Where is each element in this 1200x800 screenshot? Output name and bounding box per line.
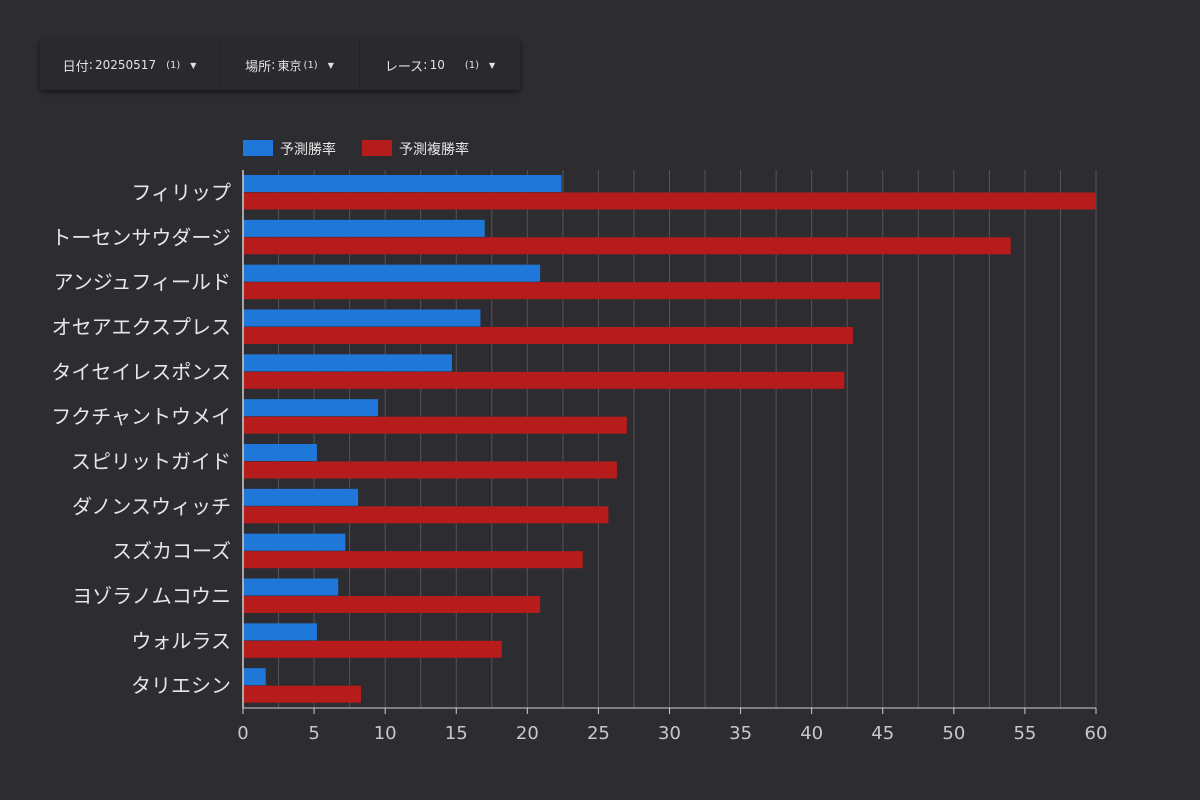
x-tick-label: 15	[445, 723, 468, 744]
category-label: ウォルラス	[131, 629, 231, 653]
place-rate-bar[interactable]	[243, 192, 1096, 210]
legend-label[interactable]: 予測勝率	[280, 141, 336, 158]
place-rate-bar[interactable]	[243, 685, 361, 703]
chevron-down-icon: ▼	[489, 60, 496, 70]
race-filter-value: 10	[429, 58, 445, 72]
race-filter[interactable]: レース: 10 (1) ▼	[384, 57, 496, 75]
win-rate-bar[interactable]	[243, 309, 481, 327]
x-tick-label: 45	[871, 723, 894, 744]
chevron-down-icon: ▼	[327, 60, 334, 70]
x-tick-label: 35	[729, 723, 752, 744]
category-label: スピリットガイド	[71, 449, 231, 473]
place-rate-bar[interactable]	[243, 371, 845, 389]
category-label: タイセイレスポンス	[51, 360, 231, 384]
win-rate-bar[interactable]	[243, 354, 452, 372]
chevron-down-icon: ▼	[190, 60, 197, 70]
win-rate-bar[interactable]	[243, 219, 485, 237]
x-tick-label: 40	[800, 723, 823, 744]
x-tick-label: 5	[308, 723, 319, 744]
x-tick-label: 10	[374, 723, 397, 744]
date-filter-count: (1)	[166, 59, 181, 71]
x-tick-label: 55	[1013, 723, 1036, 744]
category-label: タリエシン	[131, 674, 231, 698]
win-rate-bar[interactable]	[243, 623, 317, 641]
category-label: ダノンスウィッチ	[72, 494, 231, 518]
win-rate-bar[interactable]	[243, 578, 339, 596]
win-rate-bar[interactable]	[243, 175, 562, 192]
x-tick-label: 20	[516, 723, 539, 744]
place-rate-bar[interactable]	[243, 596, 541, 613]
category-label: ヨゾラノムコウニ	[72, 584, 231, 608]
date-filter-value: 20250517	[95, 58, 157, 72]
category-label: フィリップ	[131, 180, 231, 204]
place-rate-bar[interactable]	[243, 640, 502, 658]
place-rate-bar[interactable]	[243, 506, 609, 524]
place-rate-bar[interactable]	[243, 237, 1011, 255]
x-tick-label: 60	[1085, 723, 1108, 744]
category-label: フクチャントウメイ	[51, 405, 231, 429]
category-label: オセアエクスプレス	[52, 315, 231, 339]
filter-bar: 日付: 20250517 (1) ▼ 場所: 東京 (1) ▼ レース: 10 …	[40, 40, 520, 90]
win-rate-bar[interactable]	[243, 264, 541, 282]
venue-filter-value: 東京	[277, 58, 302, 73]
category-label: スズカコーズ	[112, 539, 231, 563]
venue-filter[interactable]: 場所: 東京 (1) ▼	[220, 40, 360, 90]
place-rate-bar[interactable]	[243, 282, 880, 300]
category-label: トーセンサウダージ	[51, 225, 231, 249]
win-rate-bar[interactable]	[243, 488, 359, 506]
legend-swatch-place[interactable]	[362, 140, 392, 156]
win-rate-bar[interactable]	[243, 399, 379, 417]
date-filter-label: 日付	[62, 59, 89, 75]
venue-filter-count: (1)	[303, 59, 318, 71]
place-rate-bar[interactable]	[243, 461, 617, 479]
venue-filter-label: 場所	[245, 59, 272, 75]
legend-label[interactable]: 予測複勝率	[399, 141, 469, 158]
legend-swatch-win[interactable]	[243, 140, 273, 156]
x-tick-label: 25	[587, 723, 610, 744]
place-rate-bar[interactable]	[243, 327, 853, 344]
date-filter[interactable]: 日付: 20250517 (1) ▼	[40, 40, 220, 90]
race-filter-label: レース	[384, 59, 424, 75]
x-tick-label: 0	[237, 723, 248, 744]
x-tick-label: 30	[658, 723, 681, 744]
x-tick-label: 50	[942, 723, 965, 744]
place-rate-bar[interactable]	[243, 551, 583, 569]
win-rate-bar[interactable]	[243, 444, 317, 461]
win-rate-bar[interactable]	[243, 668, 266, 686]
place-rate-bar[interactable]	[243, 416, 627, 434]
win-rate-bar[interactable]	[243, 533, 346, 551]
race-filter-count: (1)	[464, 59, 480, 71]
category-label: アンジュフィールド	[54, 270, 231, 294]
